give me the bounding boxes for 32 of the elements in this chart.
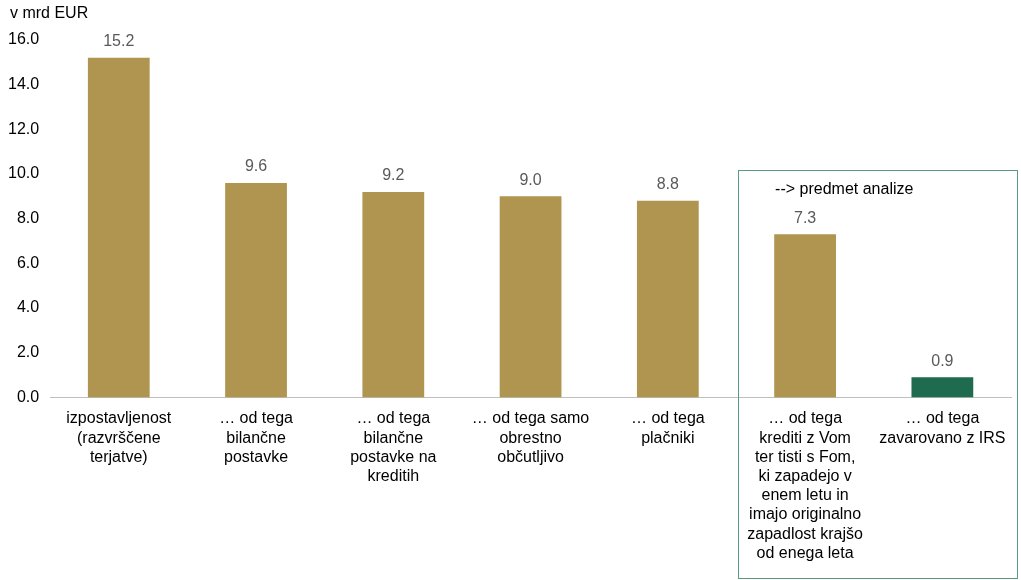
y-tick-label: 4.0 xyxy=(16,298,40,316)
y-tick-label: 6.0 xyxy=(16,253,40,271)
bar xyxy=(636,200,699,398)
y-tick-label: 12.0 xyxy=(8,119,40,137)
y-tick-label: 14.0 xyxy=(8,75,40,93)
data-label: 8.8 xyxy=(656,175,680,193)
x-tick-label: … od tega zavarovano z IRS xyxy=(879,409,1006,446)
x-tick-label: … od tega samo obrestno občutljivo xyxy=(471,409,590,465)
bar xyxy=(774,234,836,398)
x-tick-label: … od tega bilančne postavke xyxy=(219,409,294,465)
data-label: 9.0 xyxy=(519,170,542,188)
annotation: --> predmet analize xyxy=(775,179,914,198)
x-tick-label: izpostavljenost (razvrščene terjatve) xyxy=(66,409,172,465)
x-tick-label: … od tega plačniki xyxy=(630,409,705,446)
data-label: 0.9 xyxy=(931,351,954,369)
y-axis-title: v mrd EUR xyxy=(10,4,89,22)
bar xyxy=(225,182,287,398)
x-tick-label: … od tega bilančne postavke na kreditih xyxy=(350,409,437,485)
bar xyxy=(499,196,562,398)
y-tick-label: 16.0 xyxy=(8,30,40,48)
data-label: 9.6 xyxy=(244,157,268,175)
x-tick-label: … od tega krediti z Vom ter tisti s Fom, ki zapadejo v enem letu in imajo originalno zapadlost krajšo od enega leta xyxy=(747,409,864,561)
bar xyxy=(362,191,425,398)
data-label: 15.2 xyxy=(103,32,135,50)
y-tick-label: 8.0 xyxy=(16,209,40,227)
y-tick-label: 0.0 xyxy=(16,387,40,405)
data-label: 7.3 xyxy=(793,208,817,226)
y-tick-label: 10.0 xyxy=(8,164,40,182)
data-label: 9.2 xyxy=(382,166,405,184)
y-tick-label: 2.0 xyxy=(16,343,40,361)
bar xyxy=(911,377,974,398)
bar xyxy=(87,57,150,398)
